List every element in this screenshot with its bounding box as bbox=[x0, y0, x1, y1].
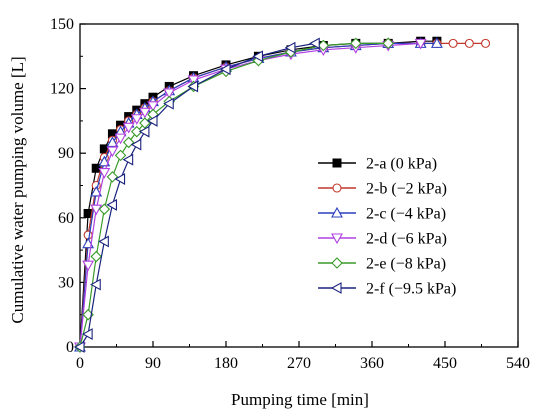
data-point bbox=[317, 39, 330, 52]
data-point bbox=[98, 155, 111, 167]
series-layer bbox=[73, 36, 491, 354]
legend-label: 2-a (0 kPa) bbox=[366, 156, 437, 173]
y-tick-label: 120 bbox=[50, 81, 74, 98]
y-axis-title: Cumulative water pumping volume [L] bbox=[8, 56, 27, 323]
y-tick-label: 30 bbox=[58, 274, 74, 291]
x-tick-label: 540 bbox=[506, 355, 530, 372]
data-point bbox=[98, 235, 109, 248]
x-axis-title: Pumping time [min] bbox=[231, 390, 369, 409]
series-6 bbox=[73, 37, 320, 353]
legend-entry: 2-a (0 kPa) bbox=[318, 156, 437, 173]
series-line bbox=[79, 42, 316, 348]
y-tick-label: 90 bbox=[58, 145, 74, 162]
y-tick-label: 60 bbox=[58, 210, 74, 227]
legend-marker bbox=[331, 206, 343, 218]
axis-ticks: 0 90 180 270 360 450 540 0 30 60 90 120 150 bbox=[50, 16, 530, 372]
legend-label: 2-f (−9.5 kPa) bbox=[366, 281, 456, 298]
data-point bbox=[464, 38, 474, 48]
data-point bbox=[284, 41, 296, 54]
legend-entry: 2-b (−2 kPa) bbox=[318, 181, 447, 198]
data-point bbox=[122, 136, 135, 149]
data-point bbox=[252, 50, 263, 63]
data-point bbox=[309, 37, 320, 50]
data-point bbox=[187, 75, 200, 87]
legend-marker bbox=[331, 257, 343, 269]
data-point bbox=[147, 101, 159, 112]
plot-frame bbox=[79, 23, 519, 348]
data-point bbox=[98, 203, 111, 215]
data-point bbox=[90, 278, 101, 291]
data-point bbox=[146, 114, 158, 127]
x-tick-label: 180 bbox=[214, 355, 238, 372]
data-point bbox=[106, 198, 117, 211]
legend-marker bbox=[332, 158, 342, 168]
data-point bbox=[106, 171, 119, 183]
legend: 2-a (0 kPa) 2-b (−2 kPa) 2-c (−4 kPa) 2-d (… bbox=[318, 156, 456, 298]
data-point bbox=[82, 260, 95, 272]
legend-label: 2-b (−2 kPa) bbox=[366, 181, 447, 198]
legend-marker bbox=[330, 282, 342, 294]
legend-marker bbox=[332, 183, 342, 193]
data-point bbox=[114, 173, 126, 185]
x-tick-label: 90 bbox=[145, 355, 161, 372]
data-point bbox=[219, 63, 231, 76]
data-point bbox=[106, 146, 119, 158]
legend-entry: 2-c (−4 kPa) bbox=[318, 206, 446, 223]
y-tick-label: 150 bbox=[50, 16, 74, 33]
series-line bbox=[79, 42, 389, 348]
data-point bbox=[414, 38, 427, 50]
x-tick-label: 450 bbox=[433, 355, 457, 372]
data-point bbox=[114, 133, 127, 145]
data-point bbox=[138, 125, 150, 138]
data-point bbox=[81, 328, 93, 341]
data-point bbox=[114, 149, 127, 162]
data-point bbox=[130, 138, 142, 151]
legend-label: 2-d (−6 kPa) bbox=[366, 231, 447, 248]
data-point bbox=[430, 37, 443, 48]
data-point bbox=[90, 250, 103, 263]
data-point bbox=[73, 341, 85, 353]
data-point bbox=[130, 114, 143, 125]
data-point bbox=[448, 38, 458, 48]
data-point bbox=[130, 125, 143, 138]
legend-entry: 2-d (−6 kPa) bbox=[318, 231, 447, 248]
data-point bbox=[122, 122, 135, 134]
data-point bbox=[382, 37, 395, 50]
legend-entry: 2-f (−9.5 kPa) bbox=[318, 281, 456, 298]
data-point bbox=[98, 168, 111, 179]
data-point bbox=[122, 153, 134, 166]
legend-marker bbox=[331, 233, 343, 245]
legend-label: 2-e (−8 kPa) bbox=[366, 256, 446, 273]
x-tick-label: 0 bbox=[76, 355, 84, 372]
x-tick-label: 360 bbox=[360, 355, 384, 372]
data-point bbox=[187, 80, 199, 93]
data-point bbox=[138, 107, 151, 119]
y-tick-label: 0 bbox=[66, 339, 74, 356]
data-point bbox=[481, 38, 491, 48]
data-point bbox=[90, 185, 103, 197]
series-5 bbox=[74, 37, 395, 353]
x-tick-label: 270 bbox=[287, 355, 311, 372]
data-point bbox=[90, 204, 103, 216]
data-point bbox=[349, 37, 362, 50]
data-point bbox=[163, 88, 176, 100]
data-point bbox=[106, 136, 119, 147]
legend-entry: 2-e (−8 kPa) bbox=[318, 256, 446, 273]
legend-label: 2-c (−4 kPa) bbox=[366, 206, 446, 223]
data-point bbox=[163, 97, 174, 110]
plot-border bbox=[79, 23, 519, 348]
